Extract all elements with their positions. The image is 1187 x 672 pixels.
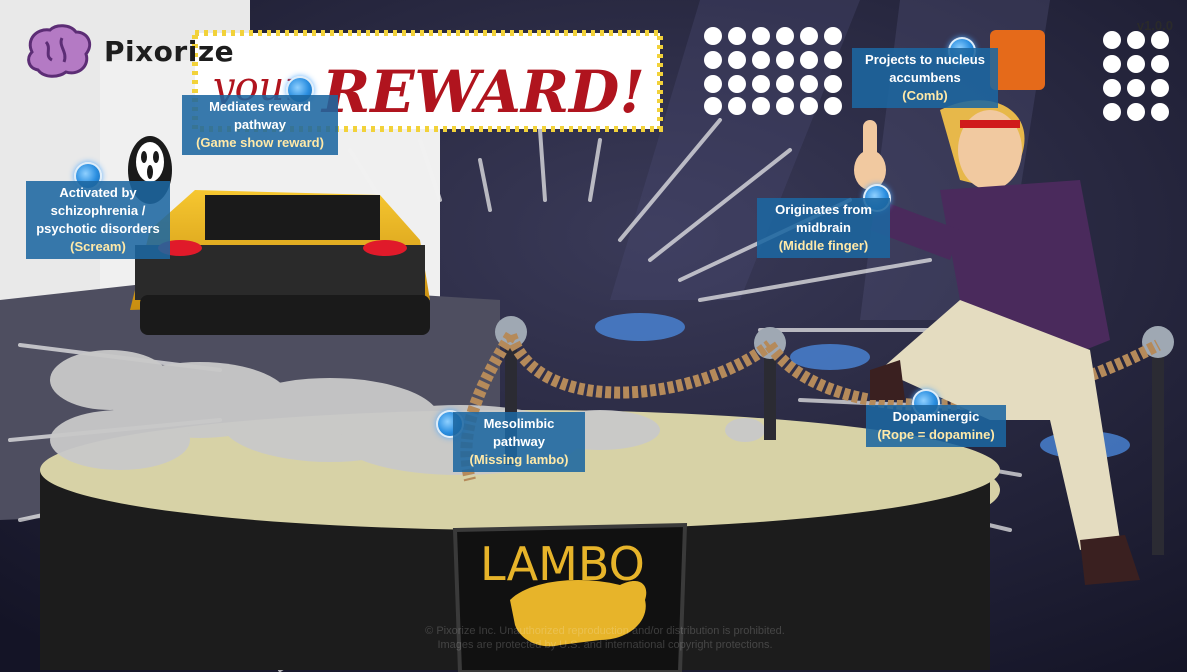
- label-line-2: pathway: [233, 117, 286, 132]
- label-line-2: pathway: [492, 434, 545, 449]
- label-line-3: (Comb): [902, 88, 948, 103]
- hotspot-scream-label[interactable]: Activated by schizophrenia / psychotic d…: [26, 181, 170, 259]
- label-line-3: (Scream): [70, 239, 126, 254]
- label-line-1: Dopaminergic: [892, 409, 980, 424]
- label-line-2: midbrain: [796, 220, 851, 235]
- hotspot-rope-label[interactable]: Dopaminergic (Rope = dopamine): [866, 405, 1006, 447]
- version-label: v1.0.0: [1136, 18, 1173, 33]
- brain-icon: [27, 24, 92, 78]
- label-line-1: Mediates reward: [209, 99, 311, 114]
- label-line-3: (Missing lambo): [469, 452, 569, 467]
- copyright-notice: © Pixorize Inc. Unauthorized reproductio…: [355, 624, 855, 652]
- label-line-1: Originates from: [775, 202, 872, 217]
- label-line-2: accumbens: [889, 70, 961, 85]
- copyright-line-2: Images are protected by U.S. and interna…: [437, 639, 773, 651]
- sign-reward-text: REWARD!: [320, 58, 645, 126]
- copyright-line-1: © Pixorize Inc. Unauthorized reproductio…: [425, 625, 785, 637]
- hotspot-game-show-label[interactable]: Mediates reward pathway (Game show rewar…: [182, 95, 338, 155]
- label-line-1: Projects to nucleus: [865, 52, 985, 67]
- hotspot-middle-finger-label[interactable]: Originates from midbrain (Middle finger): [757, 198, 890, 258]
- label-line-3: (Rope = dopamine): [877, 427, 995, 442]
- label-line-3: (Middle finger): [778, 238, 869, 253]
- brand-name: Pixorize: [104, 34, 235, 68]
- hotspot-comb-label[interactable]: Projects to nucleus accumbens (Comb): [852, 48, 998, 108]
- label-line-2: schizophrenia / psychotic disorders: [36, 203, 160, 236]
- hotspot-lambo-label[interactable]: Mesolimbic pathway (Missing lambo): [453, 412, 585, 472]
- label-line-1: Activated by: [59, 185, 137, 200]
- label-line-3: (Game show reward): [196, 135, 324, 150]
- pixorize-logo[interactable]: Pixorize: [22, 22, 234, 80]
- label-line-1: Mesolimbic: [483, 416, 555, 431]
